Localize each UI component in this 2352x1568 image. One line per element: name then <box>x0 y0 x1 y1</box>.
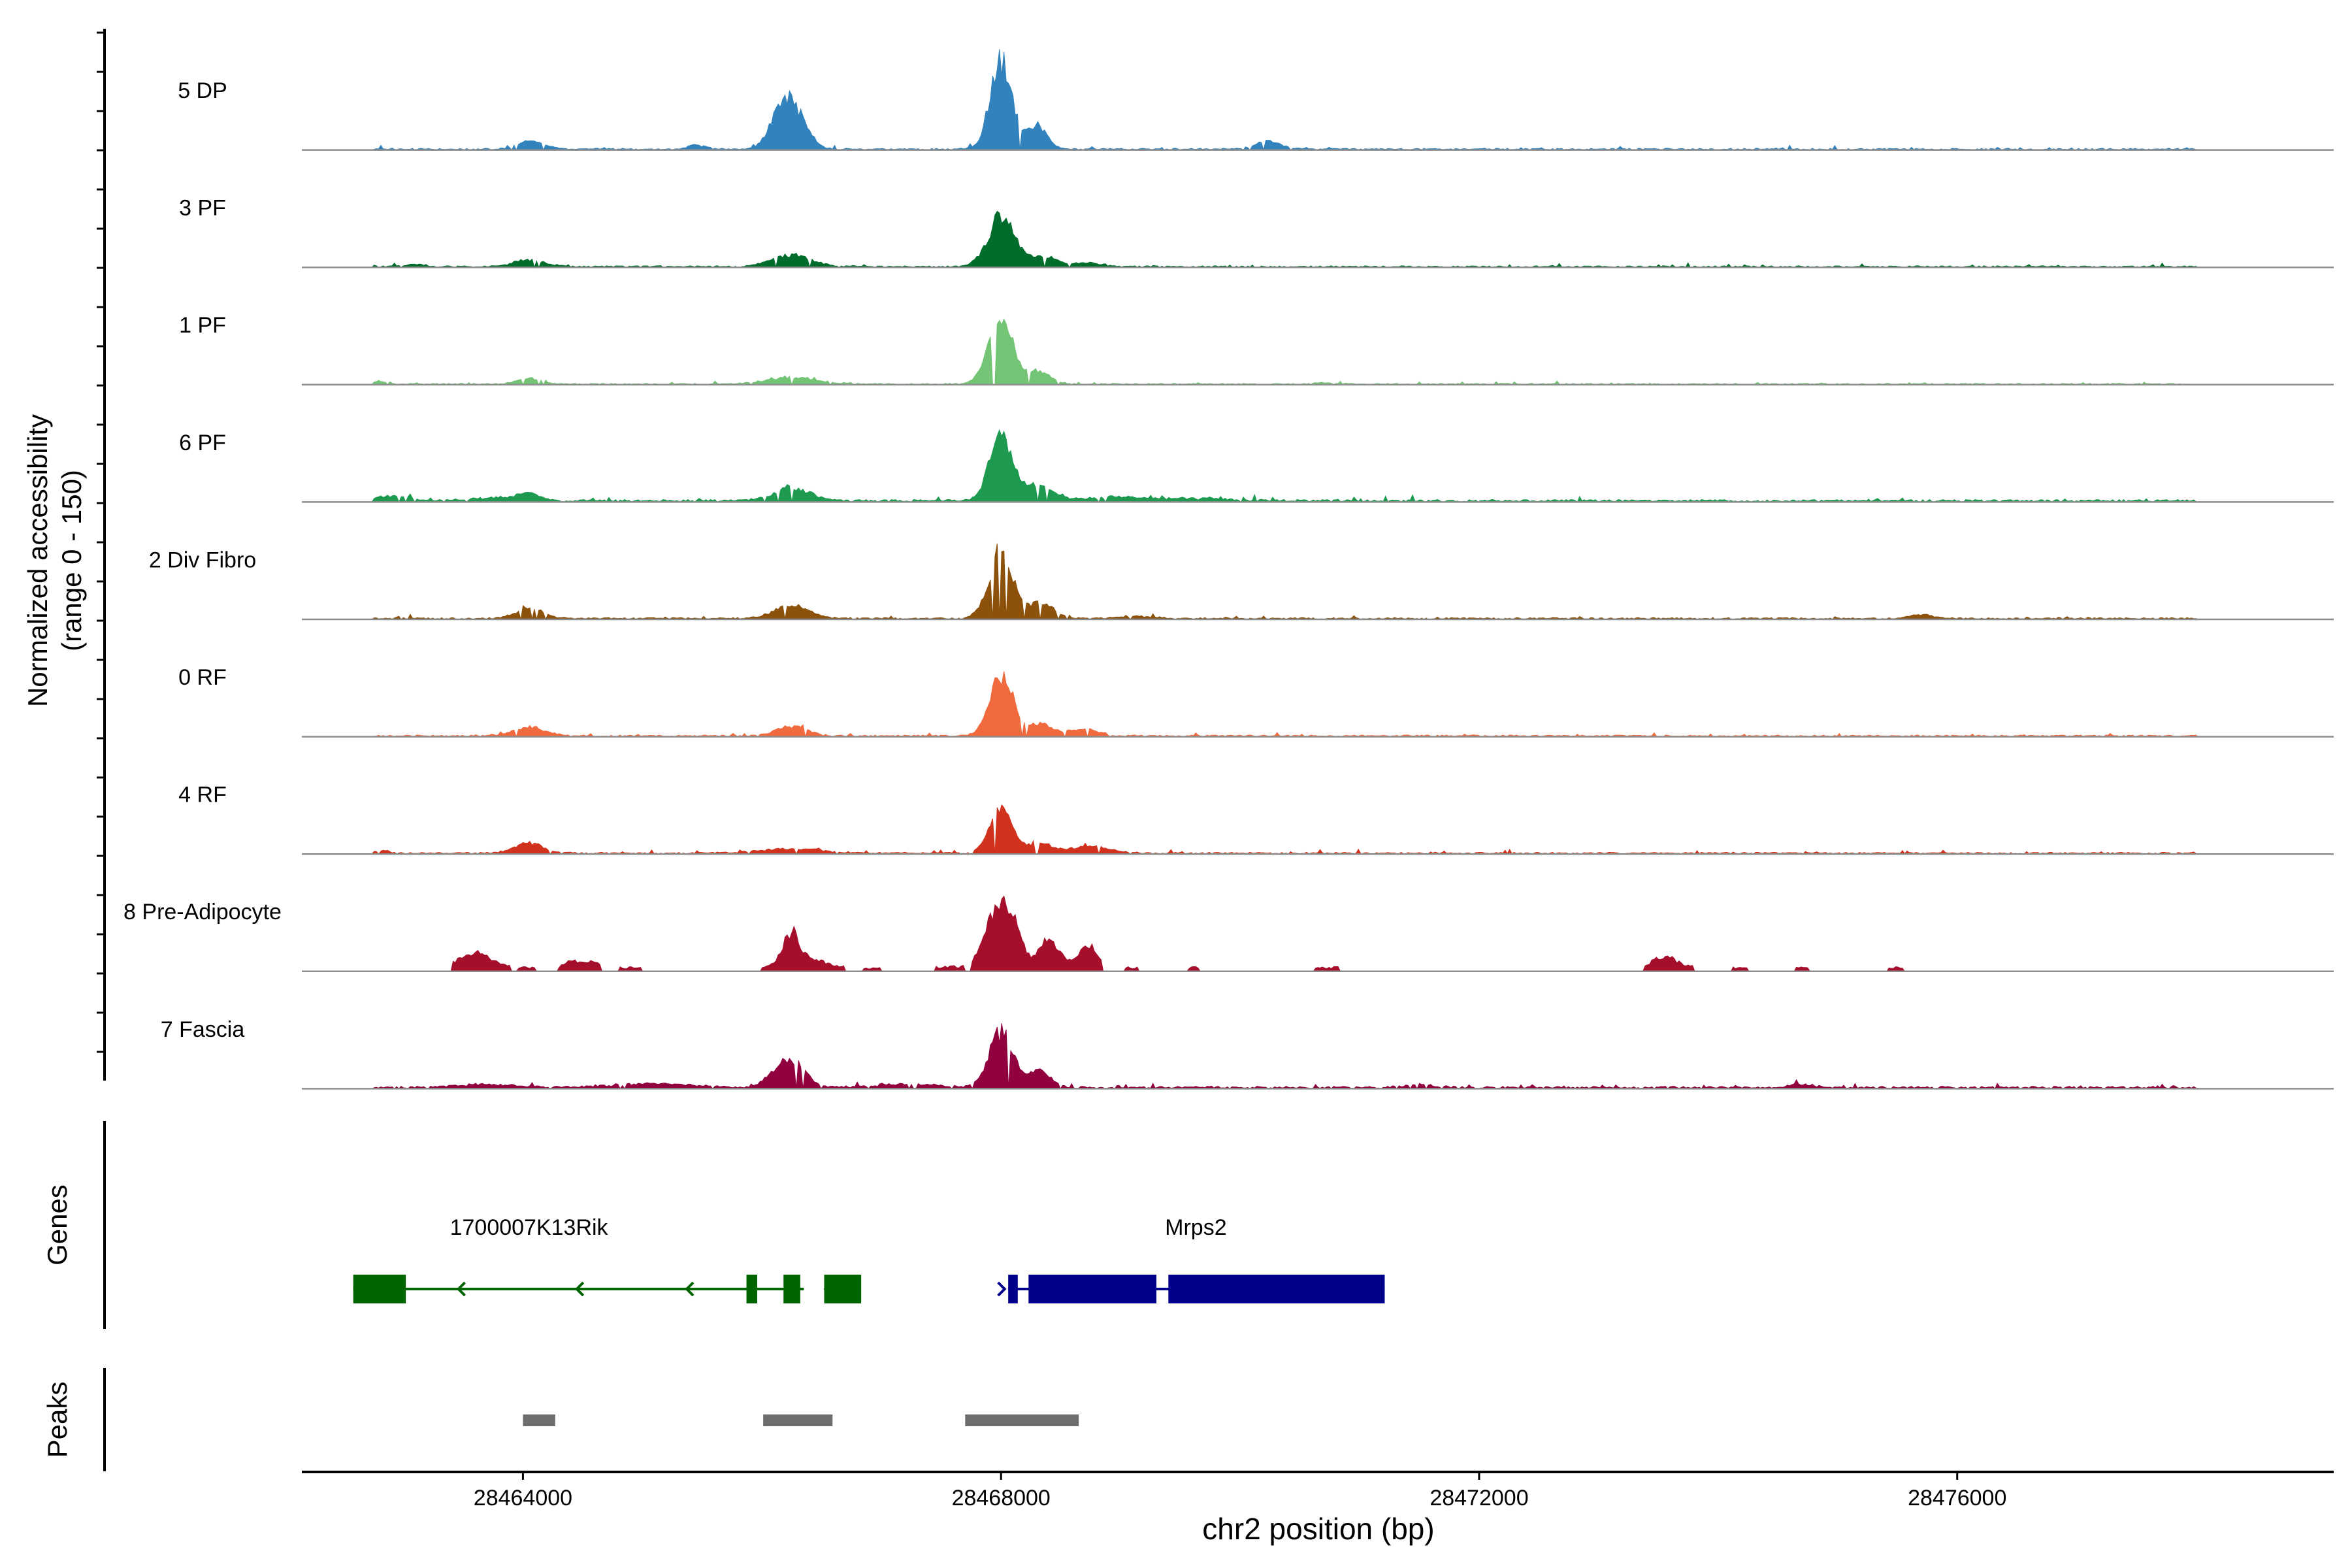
x-tick-label: 28468000 <box>952 1486 1051 1511</box>
coverage-area <box>302 318 2334 386</box>
track-label: 2 Div Fibro <box>149 547 256 572</box>
track-label: 8 Pre-Adipocyte <box>123 900 282 924</box>
strand-arrow <box>456 1281 466 1297</box>
coverage-area <box>302 543 2334 621</box>
track-2-div-fibro: 2 Div Fibro <box>149 543 2334 621</box>
peak-region <box>523 1414 555 1426</box>
track-label: 3 PF <box>179 196 226 221</box>
gene-exon <box>1008 1275 1018 1303</box>
gene-exon <box>1168 1275 1385 1303</box>
genes-axis-label: Genes <box>42 1184 73 1266</box>
track-4-rf: 4 RF <box>178 783 2334 856</box>
coverage-tracks: 5 DP 3 PF 1 PF 6 PF 2 Div Fibro 0 RF 4 RF 8 Pre… <box>123 49 2334 1090</box>
coverage-area <box>302 429 2334 503</box>
track-label: 4 RF <box>178 783 227 808</box>
gene-mrps2: Mrps2 <box>997 1215 1385 1303</box>
gene-1700007k13rik: 1700007K13Rik <box>353 1215 862 1303</box>
track-label: 7 Fascia <box>161 1017 245 1042</box>
y-axis-label-line1: Normalized accessibility <box>22 414 53 707</box>
x-axis: 28464000 28468000 28472000 28476000 <box>302 1471 2334 1511</box>
track-7-fascia: 7 Fascia <box>161 1017 2334 1090</box>
coverage-area <box>302 49 2334 152</box>
track-1-pf: 1 PF <box>179 313 2334 386</box>
track-label: 1 PF <box>179 313 226 338</box>
track-6-pf: 6 PF <box>179 429 2334 503</box>
track-label: 5 DP <box>178 78 227 103</box>
gene-exon <box>783 1275 800 1303</box>
x-tick-label: 28472000 <box>1429 1486 1528 1511</box>
peak-region <box>965 1414 1079 1426</box>
y-axis-label-line2: (range 0 - 150) <box>56 470 87 651</box>
track-8-pre-adipocyte: 8 Pre-Adipocyte <box>123 895 2334 973</box>
coverage-area <box>302 895 2334 972</box>
peak-region <box>763 1414 833 1426</box>
gene-exon <box>353 1275 406 1303</box>
x-axis-label: chr2 position (bp) <box>1202 1512 1434 1546</box>
track-5-dp: 5 DP <box>178 49 2334 152</box>
coverage-y-axis <box>97 29 106 1081</box>
track-3-pf: 3 PF <box>179 196 2334 269</box>
gene-track: 1700007K13Rik Mrps2 <box>353 1215 1385 1303</box>
track-label: 0 RF <box>178 665 227 690</box>
coverage-area <box>302 1023 2334 1090</box>
coverage-area <box>302 671 2334 738</box>
gene-exon <box>746 1275 758 1303</box>
coverage-area <box>302 210 2334 269</box>
gene-label: Mrps2 <box>1165 1215 1226 1240</box>
gene-exon <box>1028 1275 1157 1303</box>
track-label: 6 PF <box>179 431 226 455</box>
gene-exon <box>824 1275 862 1303</box>
strand-arrow <box>823 1281 833 1297</box>
strand-arrow <box>685 1281 694 1297</box>
x-tick-label: 28476000 <box>1908 1486 2006 1511</box>
strand-arrow <box>574 1281 585 1297</box>
gene-label: 1700007K13Rik <box>450 1215 609 1240</box>
coverage-area <box>302 804 2334 856</box>
strand-arrow <box>997 1281 1007 1297</box>
track-0-rf: 0 RF <box>178 665 2334 738</box>
peak-track <box>523 1414 1079 1426</box>
peaks-axis-label: Peaks <box>42 1382 73 1458</box>
x-tick-label: 28464000 <box>474 1486 572 1511</box>
